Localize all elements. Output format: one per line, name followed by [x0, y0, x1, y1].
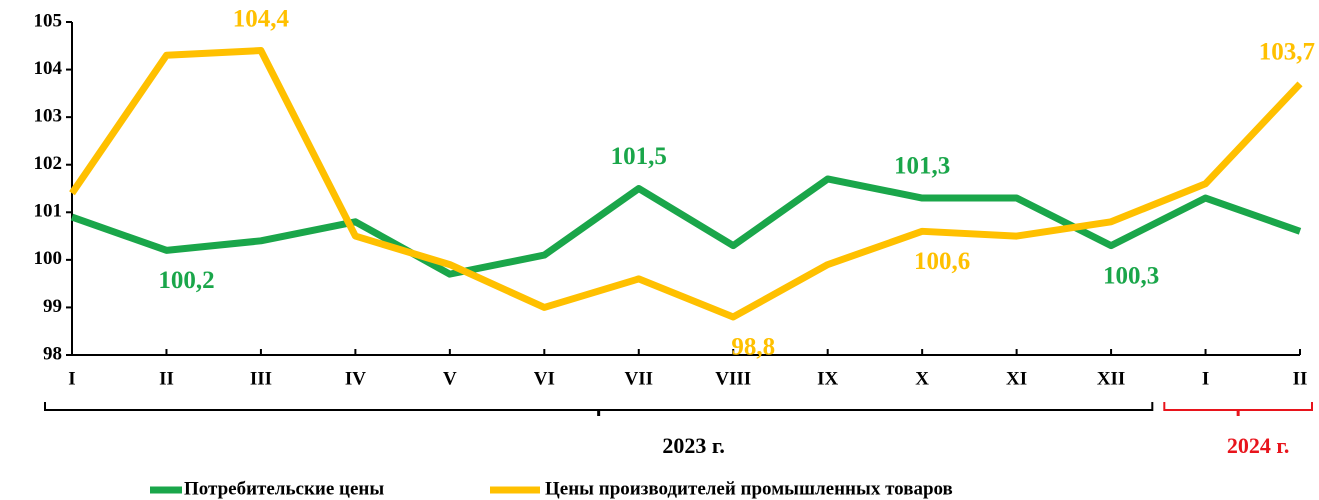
legend-label: Потребительские цены: [184, 478, 384, 499]
data-label: 100,2: [158, 267, 214, 294]
data-label: 100,3: [1103, 262, 1159, 289]
y-tick-label: 104: [34, 58, 63, 79]
period-label: 2024 г.: [1227, 433, 1290, 458]
x-tick-label: X: [915, 368, 929, 389]
series-line: [69, 47, 1303, 321]
x-tick-label: III: [250, 368, 272, 389]
x-tick-label: II: [159, 368, 174, 389]
y-tick-label: 100: [34, 248, 63, 269]
x-tick-label: IV: [345, 368, 366, 389]
series-line: [70, 175, 1302, 278]
data-label: 101,5: [611, 143, 667, 170]
data-label: 101,3: [894, 153, 950, 180]
y-tick-label: 102: [34, 153, 63, 174]
x-tick-label: XI: [1006, 368, 1027, 389]
data-label: 103,7: [1259, 39, 1315, 66]
y-tick-label: 99: [43, 296, 62, 317]
y-tick-label: 103: [34, 106, 63, 127]
y-tick-label: 98: [43, 343, 62, 364]
x-tick-label: VI: [534, 368, 555, 389]
legend-label: Цены производителей промышленных товаров: [545, 478, 953, 499]
x-tick-label: I: [1202, 368, 1209, 389]
x-tick-label: V: [443, 368, 457, 389]
x-tick-label: II: [1293, 368, 1308, 389]
period-bracket: [1163, 402, 1313, 411]
x-tick-label: VIII: [715, 368, 751, 389]
period-label: 2023 г.: [662, 433, 725, 458]
x-tick-label: IX: [817, 368, 838, 389]
x-tick-label: XII: [1097, 368, 1126, 389]
y-tick-label: 101: [34, 201, 63, 222]
x-tick-label: I: [68, 368, 75, 389]
y-tick-label: 105: [34, 10, 63, 31]
x-tick-label: VII: [625, 368, 654, 389]
period-bracket: [44, 402, 1154, 411]
data-label: 100,6: [914, 248, 970, 275]
data-label: 98,8: [731, 334, 775, 361]
data-label: 104,4: [233, 5, 290, 32]
